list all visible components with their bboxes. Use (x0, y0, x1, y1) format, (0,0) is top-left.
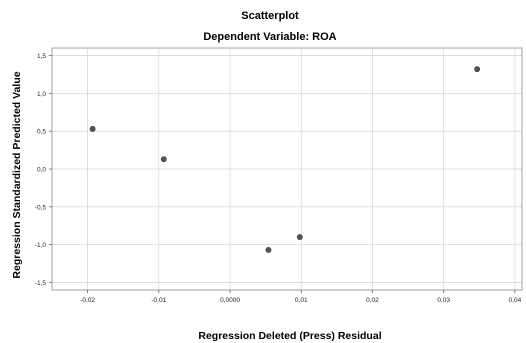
y-axis-ticks: 1,5 1,0 0,5 0,0 -0,5 -1,0 -1,5 (35, 53, 52, 287)
y-tick-label: -1,0 (35, 242, 47, 249)
x-tick-label: 0,02 (366, 297, 379, 304)
y-tick-label: 1,0 (37, 91, 46, 98)
x-tick-label: 0,04 (509, 297, 522, 304)
x-tick-label: 0,03 (437, 297, 450, 304)
y-tick-label: 1,5 (37, 53, 46, 60)
x-tick-label: 0,0000 (220, 297, 240, 304)
data-points (89, 66, 481, 253)
scatter-point (89, 126, 96, 132)
chart-subtitle: Dependent Variable: ROA (203, 31, 336, 43)
x-tick-label: -0,02 (80, 297, 95, 304)
x-axis-title: Regression Deleted (Press) Residual (198, 330, 381, 342)
scatter-point (160, 156, 167, 163)
y-tick-label: 0,5 (37, 129, 46, 136)
chart-title: Scatterplot (241, 10, 299, 22)
scatter-point (296, 234, 303, 240)
y-tick-label: -1,5 (35, 280, 47, 287)
y-tick-label: 0,0 (37, 167, 46, 174)
y-axis-title: Regression Standardized Predicted Value (11, 71, 23, 278)
grid-lines (52, 48, 522, 290)
y-tick-label: -0,5 (35, 204, 47, 211)
x-tick-label: -0,01 (151, 297, 166, 304)
x-axis-ticks: -0,02 -0,01 0,0000 0,01 0,02 0,03 0,04 (80, 290, 522, 304)
scatter-point (474, 66, 481, 73)
x-tick-label: 0,01 (295, 297, 308, 304)
scatter-point (265, 247, 272, 253)
